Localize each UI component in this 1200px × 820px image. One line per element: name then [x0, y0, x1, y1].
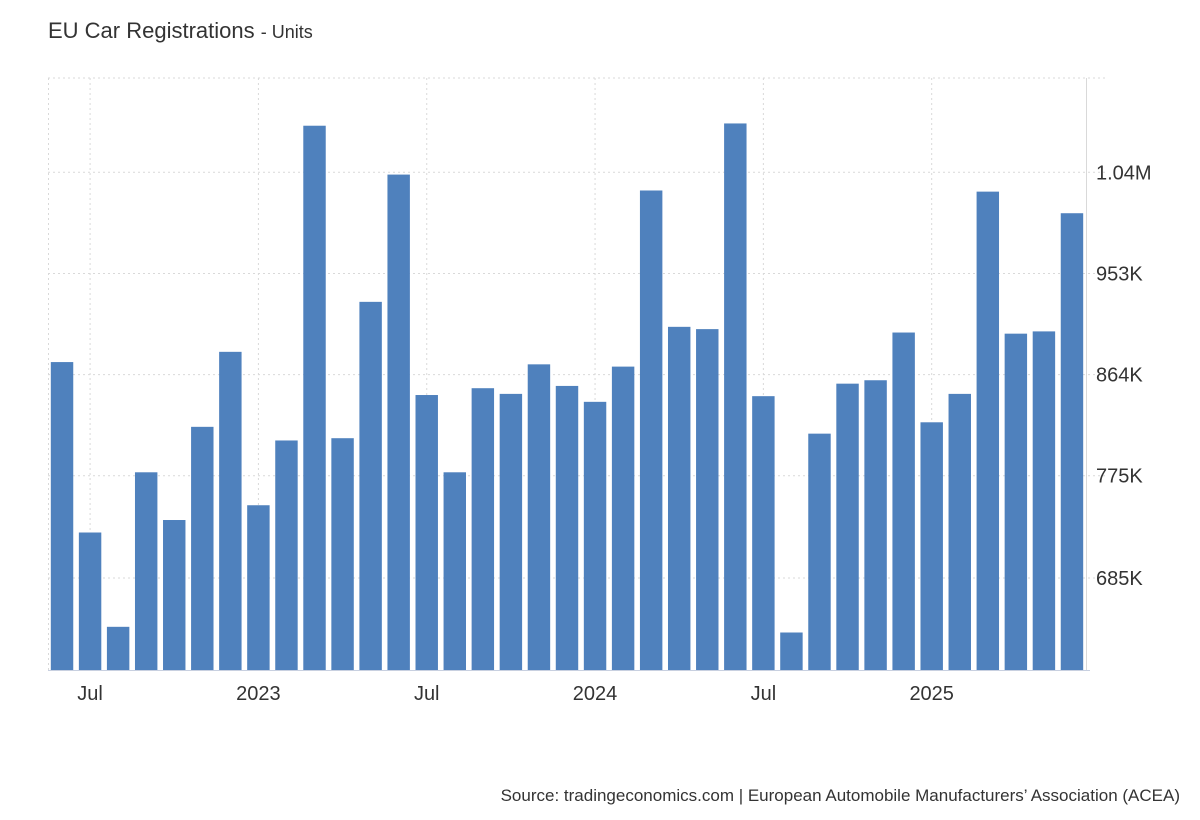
x-tick-label: 2023	[236, 683, 281, 705]
bar	[471, 388, 495, 670]
source-note: Source: tradingeconomics.com | European …	[500, 786, 1180, 805]
chart-unit: - Units	[260, 22, 313, 42]
bar	[667, 326, 691, 670]
bar	[247, 505, 270, 670]
bar	[443, 472, 466, 670]
y-tick-label: 953K	[1096, 263, 1143, 285]
bar	[780, 632, 803, 670]
bar	[527, 364, 551, 670]
bar	[191, 426, 214, 670]
bar	[611, 366, 635, 670]
chart-title-text: EU Car Registrations	[48, 18, 255, 43]
bar	[976, 191, 1000, 670]
y-tick-label: 864K	[1096, 365, 1143, 387]
bar	[359, 301, 382, 670]
chart-title: EU Car Registrations - Units	[48, 18, 313, 44]
bar	[50, 362, 74, 670]
x-tick-label: 2025	[909, 683, 954, 705]
bar	[555, 385, 579, 670]
bar	[948, 393, 971, 670]
bar	[724, 123, 747, 670]
bar	[808, 433, 831, 670]
x-tick-label: Jul	[77, 683, 103, 705]
bar	[499, 393, 523, 670]
x-tick-label: 2024	[573, 683, 618, 705]
bar	[583, 401, 607, 670]
bar	[1032, 331, 1056, 670]
bar	[303, 125, 326, 671]
bar	[331, 438, 354, 670]
bar-chart: Jul 2023 Jul 2024 Jul 2025 685K 775K 864K 953K 1.0…	[48, 77, 1152, 705]
bar	[134, 472, 158, 670]
bar	[219, 351, 242, 670]
bar	[836, 383, 859, 670]
bar	[387, 174, 410, 670]
bar	[1004, 333, 1028, 670]
bar	[275, 440, 298, 670]
x-tick-label: Jul	[751, 683, 777, 705]
bar	[864, 380, 887, 670]
bar	[892, 332, 915, 670]
y-tick-label: 685K	[1096, 568, 1143, 590]
bar	[639, 190, 663, 671]
bar	[415, 395, 438, 670]
chart-unit-text: Units	[271, 22, 313, 42]
bar	[1060, 213, 1084, 670]
bar	[78, 532, 102, 670]
y-tick-label: 775K	[1096, 466, 1143, 488]
y-tick-label: 1.04M	[1096, 162, 1152, 184]
bar	[752, 396, 775, 670]
bar	[106, 626, 130, 670]
x-tick-label: Jul	[414, 683, 440, 705]
bar	[920, 422, 943, 670]
bar	[696, 329, 719, 670]
bar	[163, 520, 186, 670]
